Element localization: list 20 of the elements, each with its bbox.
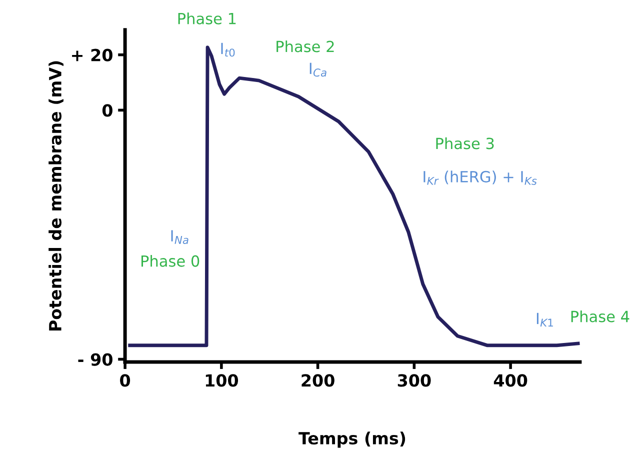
annotation: Phase 0 bbox=[141, 254, 200, 267]
annotation: I$_{Na}$ bbox=[171, 230, 188, 244]
annotation: I$_{K1}$ bbox=[536, 312, 553, 327]
y-tick-label: 0 bbox=[102, 104, 112, 117]
annotation: I$_{t0}$ bbox=[221, 42, 235, 57]
annotation: Phase 4 bbox=[571, 310, 630, 322]
x-tick-label: 100 bbox=[206, 374, 238, 387]
annotation: Phase 2 bbox=[276, 40, 334, 52]
x-tick-label: 200 bbox=[302, 374, 334, 387]
y-tick-label: + 20 bbox=[72, 48, 112, 62]
annotation: Phase 3 bbox=[436, 137, 494, 150]
annotation: I$_{Kr}$ (hERG) + I$_{Ks}$ bbox=[424, 170, 537, 185]
x-tick-label: 400 bbox=[494, 374, 528, 387]
x-tick-label: 0 bbox=[120, 374, 130, 387]
annotation: I$_{Ca}$ bbox=[310, 62, 326, 77]
x-tick-label: 300 bbox=[398, 374, 431, 387]
text: Phase 1 bbox=[178, 12, 236, 24]
y-axis-title: Potentiel de membrane (mV) bbox=[48, 61, 64, 331]
x-axis-title: Temps (ms) bbox=[298, 432, 406, 448]
y-tick-label: - 90 bbox=[78, 353, 112, 366]
